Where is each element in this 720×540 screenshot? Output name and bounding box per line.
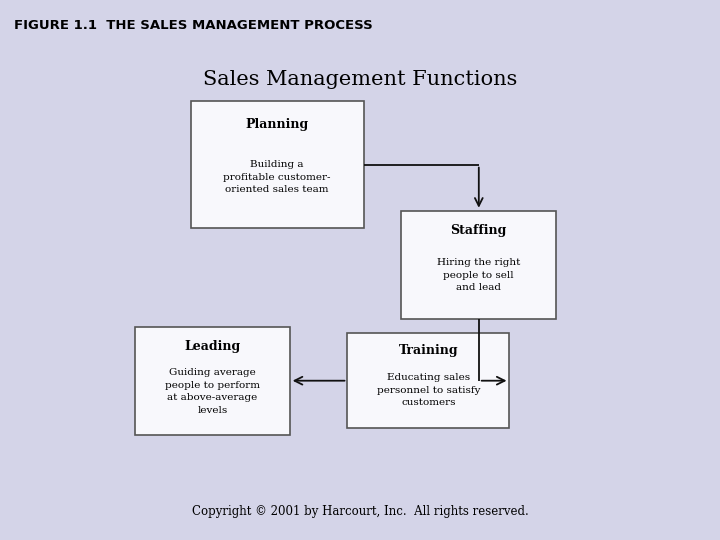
FancyBboxPatch shape (347, 333, 510, 428)
FancyBboxPatch shape (402, 211, 556, 319)
FancyBboxPatch shape (135, 327, 289, 435)
Text: Planning: Planning (246, 118, 309, 131)
Text: Copyright © 2001 by Harcourt, Inc.  All rights reserved.: Copyright © 2001 by Harcourt, Inc. All r… (192, 505, 528, 518)
Text: Staffing: Staffing (451, 224, 507, 237)
Text: Guiding average
people to perform
at above-average
levels: Guiding average people to perform at abo… (165, 368, 260, 415)
FancyBboxPatch shape (191, 102, 364, 228)
Text: Training: Training (399, 344, 458, 357)
Text: Hiring the right
people to sell
and lead: Hiring the right people to sell and lead (437, 259, 521, 292)
Text: FIGURE 1.1  THE SALES MANAGEMENT PROCESS: FIGURE 1.1 THE SALES MANAGEMENT PROCESS (14, 19, 373, 32)
Text: Leading: Leading (184, 340, 240, 353)
Text: Building a
profitable customer-
oriented sales team: Building a profitable customer- oriented… (223, 160, 331, 194)
Text: Sales Management Functions: Sales Management Functions (203, 70, 517, 89)
Text: Educating sales
personnel to satisfy
customers: Educating sales personnel to satisfy cus… (377, 373, 480, 407)
